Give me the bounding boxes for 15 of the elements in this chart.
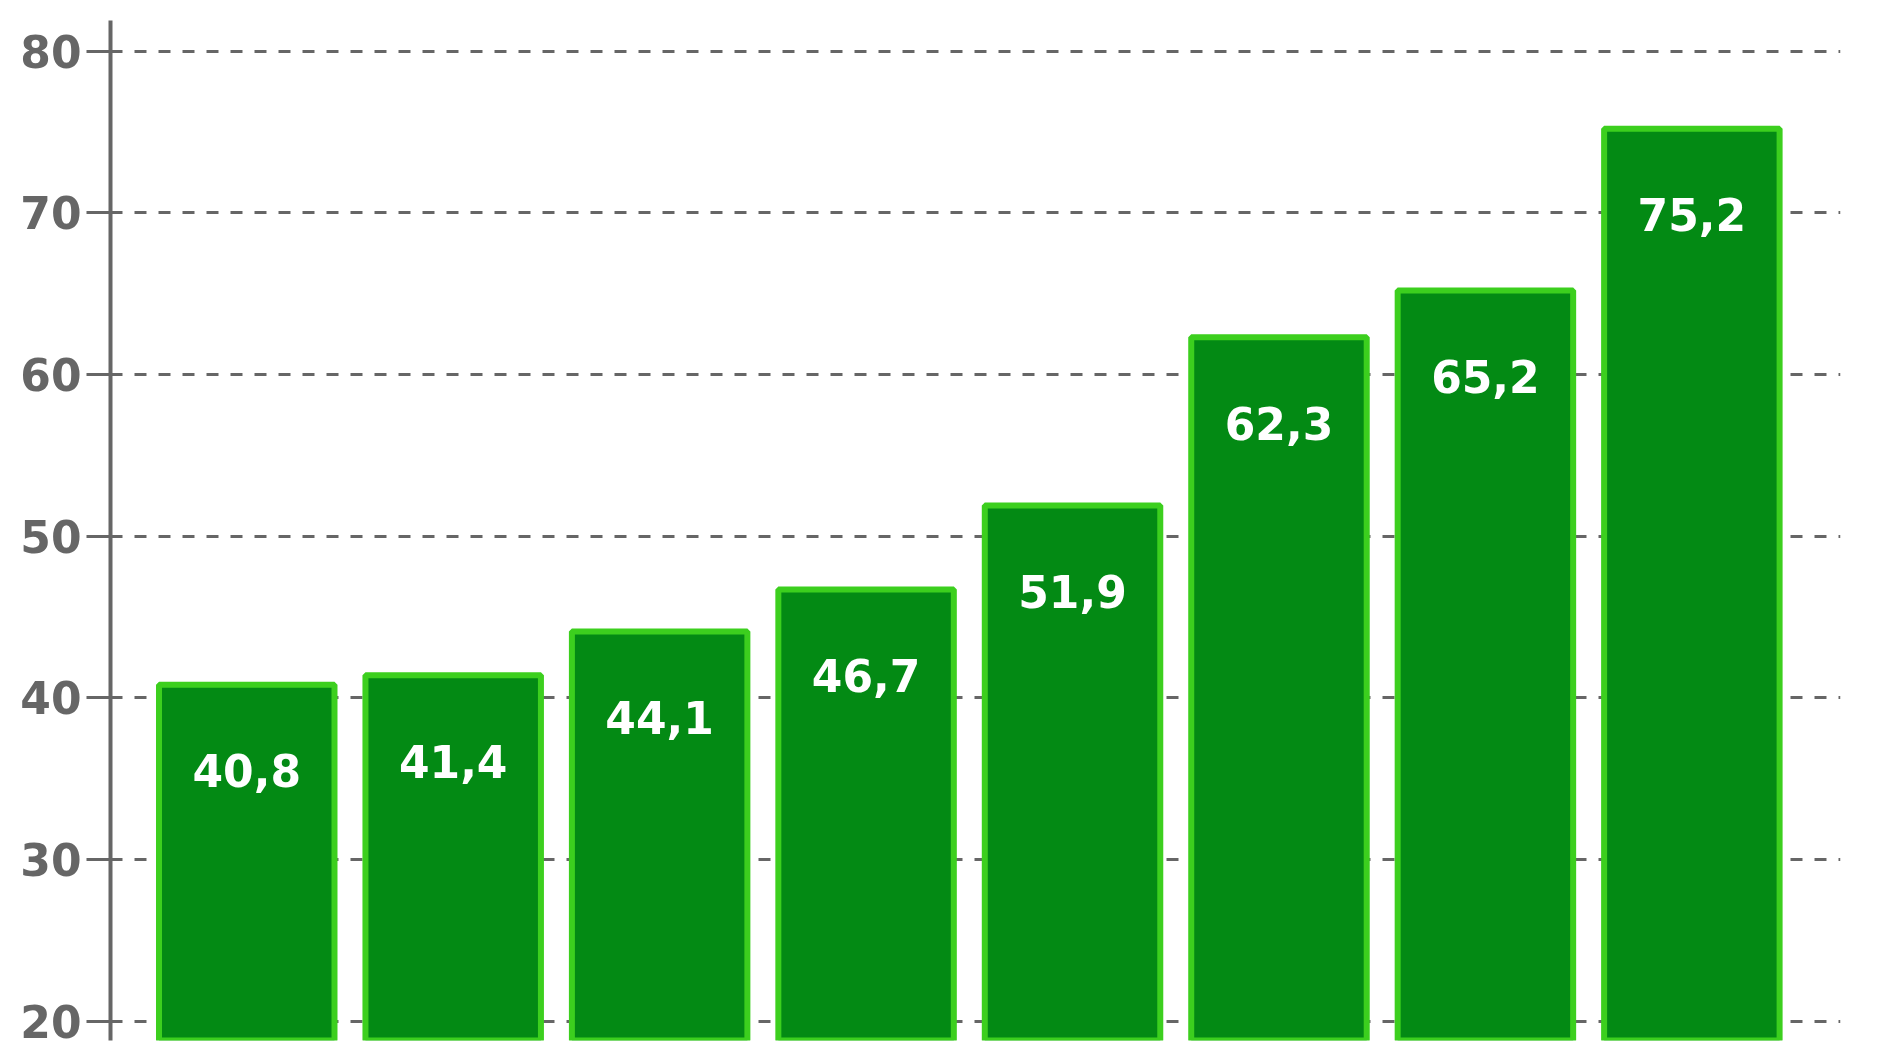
- y-tick-label: 70: [20, 188, 82, 240]
- y-tick-label: 20: [20, 996, 82, 1048]
- data-label: 40,8: [192, 746, 302, 798]
- data-label: 62,3: [1224, 398, 1334, 450]
- y-tick-label: 40: [20, 673, 82, 725]
- data-label: 44,1: [605, 693, 714, 745]
- data-label: 51,9: [1018, 566, 1127, 618]
- data-label: 41,4: [398, 736, 508, 788]
- data-label: 65,2: [1431, 351, 1540, 403]
- data-label: 75,2: [1637, 190, 1747, 242]
- data-label: 46,7: [811, 651, 921, 702]
- y-tick-label: 50: [20, 511, 82, 563]
- y-tick-label: 80: [20, 26, 82, 78]
- y-tick-label: 30: [20, 834, 82, 886]
- y-tick-label: 60: [20, 350, 82, 402]
